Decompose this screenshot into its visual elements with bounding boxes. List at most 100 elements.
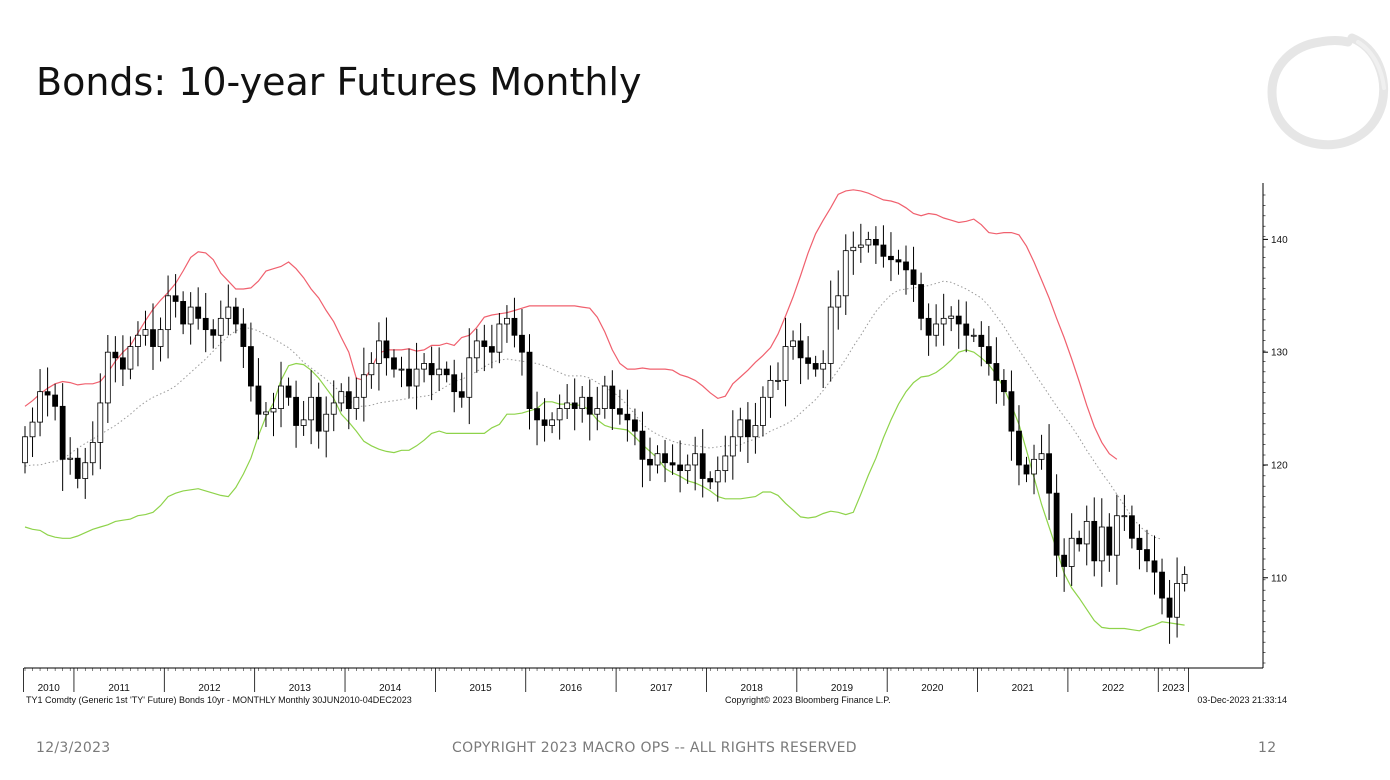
candle [993,337,1000,404]
y-tick-label: 120 [1271,460,1288,471]
candle-body [842,250,849,297]
candle-body [180,301,187,325]
candle-body [1121,515,1128,518]
candle [760,386,766,437]
candle [52,383,59,421]
candle [391,349,397,378]
candle [1083,505,1090,566]
candle [752,402,759,454]
candle [263,402,269,427]
year-label: 2023 [1162,683,1185,694]
candle [1181,566,1188,592]
middle-band-line [24,280,1163,540]
candle [669,444,676,475]
candle [970,328,977,343]
candle [534,391,540,446]
candle-body [481,340,488,347]
candle [692,436,699,491]
y-tick-label: 140 [1271,235,1288,246]
candle-body [240,323,247,347]
candle [1053,474,1060,577]
candle-body [1091,520,1098,562]
candle [488,324,495,369]
candle-body [308,396,315,421]
candle [59,383,66,491]
candle [842,234,849,315]
candle [398,356,405,388]
candle [1166,579,1173,644]
candle-body [684,464,691,472]
candle-body [940,317,947,325]
candle [308,370,315,445]
candle-body [729,436,736,457]
candle [119,335,126,387]
candle-body [1129,515,1135,539]
candle-body [330,402,337,415]
candle-body [67,457,74,460]
candle-body [443,368,450,376]
candle-body [119,357,126,370]
candle [925,303,932,356]
candle-body [677,464,684,472]
candle-body [978,334,985,347]
candle-body [451,374,458,393]
candle [345,376,352,430]
candle-body [1008,391,1015,432]
candle-body [888,255,894,261]
candle [74,448,81,489]
candle [458,372,465,408]
candle [37,369,43,437]
candle [112,336,119,383]
candle-body [541,419,548,426]
candle [360,347,367,422]
candle [323,396,330,458]
candle-body [790,340,796,347]
candle [564,384,571,420]
footer-date: 12/3/2023 [36,740,111,756]
page-number: 12 [1258,740,1277,756]
candle [888,232,894,282]
candle [210,319,217,349]
candle-body [74,457,81,479]
candle-body [247,346,254,387]
candle-body [383,340,390,359]
slide-title: Bonds: 10-year Futures Monthly [36,60,642,104]
candle [677,440,684,493]
candle-body [232,306,239,325]
candle-body [955,315,962,325]
candle [699,429,706,498]
candle [767,365,774,418]
candle-body [903,261,909,271]
candle [22,426,28,474]
candle [1098,498,1105,587]
candle-body [285,385,292,398]
candle [963,301,970,353]
candle-body [202,317,209,331]
candle-body [827,306,834,364]
candle-body [880,244,887,257]
candle-body [1144,549,1150,562]
candle-body [511,317,518,336]
candle-body [767,379,774,398]
candle [1038,434,1045,470]
candle [835,270,842,330]
candle-body [985,346,992,364]
candle [790,330,796,360]
candle-body [353,396,360,409]
candle [1091,497,1098,577]
candle-body [436,368,443,376]
candle [1046,424,1052,520]
candle [744,402,751,464]
candle-body [632,419,638,432]
candle-body [714,470,721,483]
candle-body [104,351,111,404]
candle [421,353,427,383]
candle [948,306,955,332]
candle-body [1038,453,1045,460]
candle-body [315,396,322,432]
candle [985,325,992,376]
candle-body [1136,537,1143,550]
candle-body [1098,526,1105,562]
candle [632,408,638,446]
candle [247,322,254,402]
